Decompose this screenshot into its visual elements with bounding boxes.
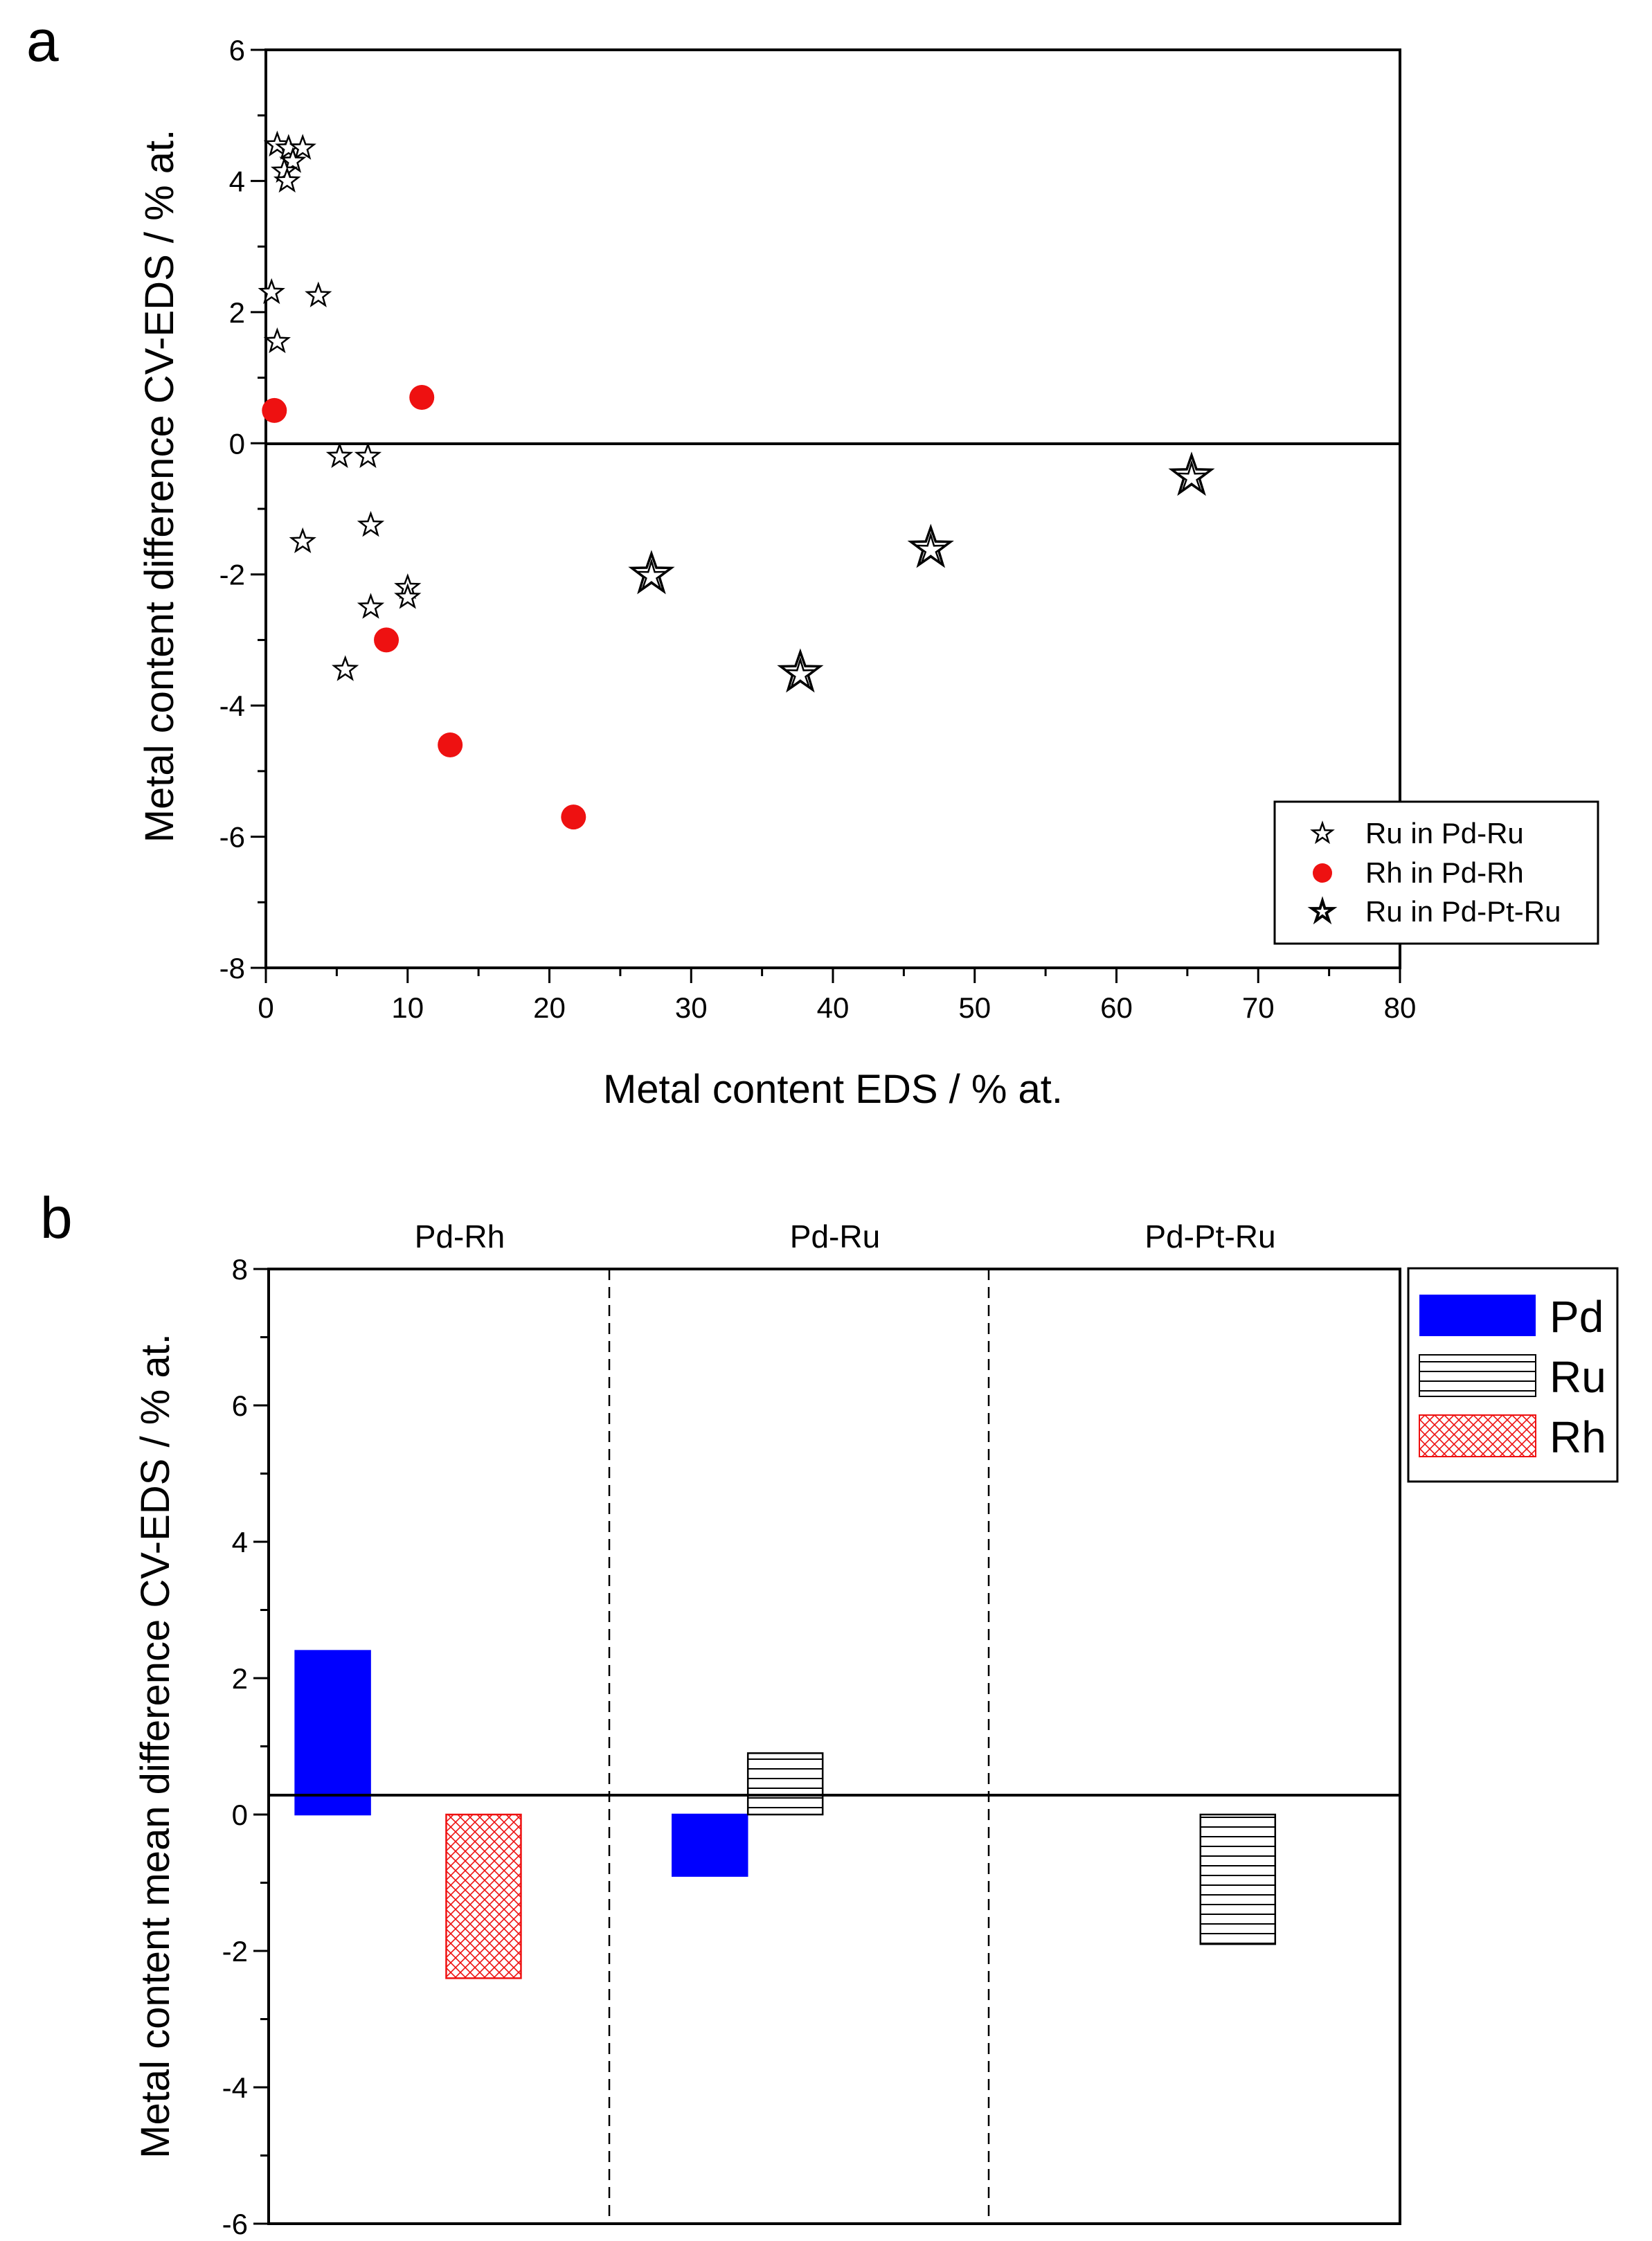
- scatter-chart: 0 10 20 30 40 50 60 70 80 -8 -6 -4 -2 0 2 4 6 Metal cont…: [137, 34, 1599, 1112]
- a-x-tick-label: 30: [675, 991, 708, 1024]
- a-data-point: [628, 550, 675, 595]
- a-data-point: [289, 527, 316, 554]
- b-bar-pd-pd-rh: [294, 1650, 371, 1816]
- b-bars: [294, 1650, 1277, 1979]
- a-data-point: [332, 655, 359, 681]
- a-x-tick-label: 10: [391, 991, 424, 1024]
- bar-chart: -6 -4 -2 0 2 4 6 8 Pd-Rh Pd-Ru Pd-Pt-Ru Metal c…: [133, 1218, 1619, 2240]
- a-y-tick-label: -6: [219, 821, 245, 854]
- b-legend-label-pd: Pd: [1550, 1292, 1604, 1342]
- b-legend-swatch-rh: [1419, 1414, 1536, 1457]
- a-data-marks: [258, 130, 1215, 830]
- b-legend-label-ru: Ru: [1550, 1352, 1606, 1402]
- a-y-tick-label: -2: [219, 559, 245, 591]
- a-y-tick-label: 4: [229, 165, 245, 197]
- a-data-point: [258, 278, 285, 305]
- b-bar-ru-pd-pt-ru: [1199, 1813, 1277, 1945]
- b-y-tick-label: 0: [232, 1799, 248, 1831]
- a-x-axis-title: Metal content EDS / % at.: [603, 1067, 1063, 1112]
- a-data-point: [561, 804, 586, 830]
- b-tick-labels: -6 -4 -2 0 2 4 6 8: [222, 1253, 248, 2240]
- a-x-tick-label: 20: [533, 991, 566, 1024]
- b-y-tick-label: 4: [232, 1526, 248, 1558]
- b-group-label-pdrh: Pd-Rh: [415, 1218, 505, 1254]
- a-data-point: [262, 397, 287, 423]
- a-data-point: [438, 732, 463, 757]
- a-y-axis-title: Metal content difference CV-EDS / % at.: [137, 129, 182, 843]
- a-legend-marks: [1307, 820, 1338, 925]
- b-legend-swatch-ru: [1419, 1354, 1536, 1397]
- b-y-tick-label: -2: [222, 1935, 248, 1968]
- b-y-tick-label: 6: [232, 1389, 248, 1422]
- a-y-tick-label: -8: [219, 952, 245, 984]
- a-data-point: [289, 134, 316, 160]
- a-x-tick-label: 60: [1100, 991, 1133, 1024]
- a-x-tick-label: 70: [1242, 991, 1275, 1024]
- b-bar-ru-pd-ru: [746, 1752, 824, 1816]
- b-y-tick-label: 8: [232, 1253, 248, 1286]
- a-data-point: [357, 593, 385, 619]
- a-data-point: [357, 511, 385, 537]
- a-y-tick-label: 6: [229, 34, 245, 66]
- a-data-point: [409, 384, 435, 410]
- b-axis-ticks: [253, 1268, 269, 2225]
- a-data-point: [777, 648, 824, 693]
- a-x-tick-label: 0: [258, 991, 273, 1024]
- a-data-point: [305, 281, 332, 307]
- a-legend-label-ru-pdru: Ru in Pd-Ru: [1365, 817, 1524, 849]
- a-y-tick-label: 0: [229, 427, 245, 460]
- b-plot-frame: [267, 1268, 1401, 2225]
- panel-label-b: b: [40, 1185, 73, 1250]
- a-data-point: [354, 442, 382, 468]
- a-legend: Ru in Pd-Ru Rh in Pd-Rh Ru in Pd-Pt-Ru: [1273, 800, 1599, 945]
- b-group-label-pdptru: Pd-Pt-Ru: [1144, 1218, 1275, 1254]
- a-data-point: [273, 166, 301, 193]
- b-y-tick-label: -4: [222, 2071, 248, 2104]
- b-legend-swatch-pd: [1419, 1295, 1536, 1336]
- a-x-tick-label: 50: [958, 991, 991, 1024]
- a-legend-label-ru-pdptru: Ru in Pd-Pt-Ru: [1365, 895, 1561, 928]
- a-tick-labels: 0 10 20 30 40 50 60 70 80 -8 -6 -4 -2 0 2 4 6: [219, 34, 1417, 1024]
- b-bar-rh-pd-rh: [445, 1813, 522, 1979]
- a-legend-marker: [1310, 820, 1335, 845]
- b-legend-label-rh: Rh: [1550, 1412, 1606, 1462]
- a-data-point: [325, 442, 354, 468]
- a-legend-marker: [1307, 896, 1338, 925]
- a-x-tick-label: 40: [817, 991, 850, 1024]
- b-bar-pd-pd-ru: [672, 1813, 748, 1877]
- b-group-label-pdru: Pd-Ru: [790, 1218, 880, 1254]
- a-data-point: [907, 523, 954, 568]
- b-y-tick-label: 2: [232, 1662, 248, 1695]
- panel-label-a: a: [26, 8, 59, 73]
- a-y-tick-label: 2: [229, 296, 245, 329]
- a-data-point: [394, 583, 422, 609]
- a-data-point: [374, 627, 399, 653]
- b-y-axis-title: Metal content mean difference CV-EDS / %…: [133, 1333, 178, 2159]
- a-axis-ticks: [251, 48, 1401, 983]
- a-legend-marker: [1313, 863, 1332, 883]
- a-plot-frame: [264, 48, 1401, 969]
- a-legend-label-rh-pdrh: Rh in Pd-Rh: [1365, 856, 1524, 889]
- a-data-point: [263, 327, 291, 354]
- a-y-tick-label: -4: [219, 690, 245, 722]
- b-legend: Pd Ru Rh: [1407, 1267, 1619, 1483]
- a-x-tick-label: 80: [1384, 991, 1417, 1024]
- a-data-point: [1168, 451, 1215, 496]
- b-y-tick-label: -6: [222, 2208, 248, 2240]
